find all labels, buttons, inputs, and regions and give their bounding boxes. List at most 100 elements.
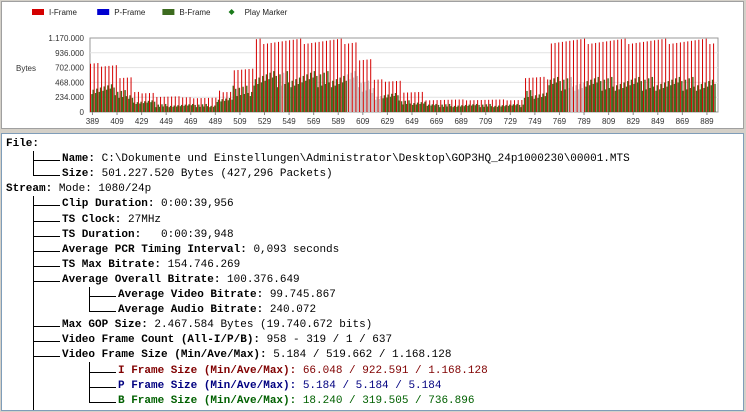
i-frame-bar [447, 99, 449, 112]
b-frame-bar [228, 97, 231, 112]
b-frame-bar [415, 104, 418, 112]
i-frame-bar [266, 43, 268, 112]
i-frame-bar [226, 92, 228, 112]
panel-splitter[interactable] [0, 129, 746, 133]
b-frame-bar [391, 93, 393, 112]
i-frame-bar [572, 40, 574, 112]
b-frame-bar [301, 82, 303, 112]
tree-connector [89, 311, 116, 313]
b-frame-bar [559, 81, 561, 112]
i-frame-bar [178, 96, 180, 112]
b-frame-bar [531, 96, 533, 112]
b-frame-bar [346, 74, 349, 112]
i-frame-bar [521, 99, 523, 112]
b-frame-bar [655, 90, 657, 112]
i-frame-bar [108, 65, 110, 112]
b-frame-bar [146, 102, 148, 112]
b-frame-bar [592, 83, 595, 112]
x-tick-label-14: 669 [430, 117, 444, 126]
b-frame-bar [305, 80, 307, 112]
i-frame-bar [370, 59, 372, 112]
b-frame-bar [689, 87, 692, 112]
b-frame-bar [445, 104, 447, 112]
b-frame-bar [360, 83, 362, 112]
i-frame-bar [598, 42, 600, 113]
i-frame-bar [300, 38, 302, 113]
i-frame-bar [329, 40, 331, 112]
b-frame-bar [402, 104, 404, 112]
i-frame-bar [252, 68, 254, 112]
b-frame-bar [242, 86, 244, 112]
b-frame-bar [382, 98, 384, 112]
b-frame-bar [92, 89, 94, 112]
y-tick-label-1: 936.000 [55, 49, 84, 58]
tree-value: 2.467.584 Bytes (19.740.672 bits) [147, 319, 373, 332]
i-frame-bar [532, 77, 534, 112]
b-frame-bar [607, 78, 609, 112]
tree-label: TS Duration: [62, 228, 142, 241]
b-frame-bar [232, 85, 234, 112]
b-frame-bar [166, 106, 168, 112]
b-frame-bar [678, 76, 681, 112]
i-frame-bar [174, 96, 176, 112]
i-frame-bar [713, 43, 715, 112]
i-frame-bar [443, 99, 445, 112]
b-frame-bar [479, 107, 481, 112]
b-frame-bar [287, 82, 290, 112]
y-tick-label-5: 0 [80, 108, 85, 117]
b-frame-bar [187, 105, 189, 112]
i-frame-bar [606, 41, 608, 112]
b-frame-bar [236, 96, 238, 112]
y-tick-label-2: 702.000 [55, 64, 84, 73]
x-tick-label-10: 589 [332, 117, 346, 126]
b-frame-bar [493, 107, 495, 112]
b-frame-bar [575, 85, 577, 112]
b-frame-bar [317, 87, 319, 112]
b-frame-bar [179, 106, 182, 112]
b-frame-bar [645, 89, 647, 112]
b-frame-bar [553, 78, 555, 112]
i-frame-bar [126, 77, 128, 112]
b-frame-bar [365, 90, 367, 112]
x-tick-label-12: 629 [381, 117, 395, 126]
i-frame-bar [584, 38, 586, 113]
i-frame-bar [373, 79, 375, 112]
legend-label-2: B-Frame [179, 8, 211, 17]
i-frame-bar [185, 97, 187, 112]
tree-label: Max GOP Size: [62, 319, 148, 332]
i-frame-bar [344, 44, 346, 112]
b-frame-bar [279, 74, 281, 112]
b-frame-bar [420, 102, 422, 112]
i-frame-bar [281, 41, 283, 112]
i-frame-bar [193, 98, 195, 112]
b-frame-bar [527, 96, 529, 112]
i-frame-bar [248, 69, 250, 112]
tree-row: Average Video Bitrate: 99.745.867 [118, 288, 336, 303]
i-frame-bar [233, 70, 235, 112]
i-frame-bar [104, 66, 106, 112]
b-frame-bar [475, 103, 478, 112]
b-frame-bar [520, 107, 522, 112]
tree-connector [33, 160, 60, 162]
b-frame-bar [235, 88, 237, 112]
b-frame-bar [625, 86, 628, 112]
i-frame-bar [488, 99, 490, 112]
b-frame-bar [195, 107, 198, 112]
b-frame-bar [413, 103, 415, 112]
i-frame-bar [137, 91, 139, 112]
i-frame-bar [384, 81, 386, 112]
b-frame-bar [109, 88, 112, 112]
b-frame-bar [509, 104, 511, 112]
tree-connector-vertical [89, 286, 90, 312]
i-frame-bar [565, 41, 567, 112]
b-frame-bar [710, 85, 713, 112]
b-frame-bar [173, 105, 175, 112]
i-frame-bar [631, 43, 633, 112]
b-frame-bar [265, 74, 268, 112]
tree-label: Clip Duration: [62, 198, 155, 211]
tree-label: *Video/Audio calculations based on TS Pa… [62, 410, 359, 411]
b-frame-bar [695, 90, 698, 112]
i-frame-bar [473, 100, 475, 112]
b-frame-bar [467, 105, 469, 112]
b-frame-bar [136, 102, 139, 112]
